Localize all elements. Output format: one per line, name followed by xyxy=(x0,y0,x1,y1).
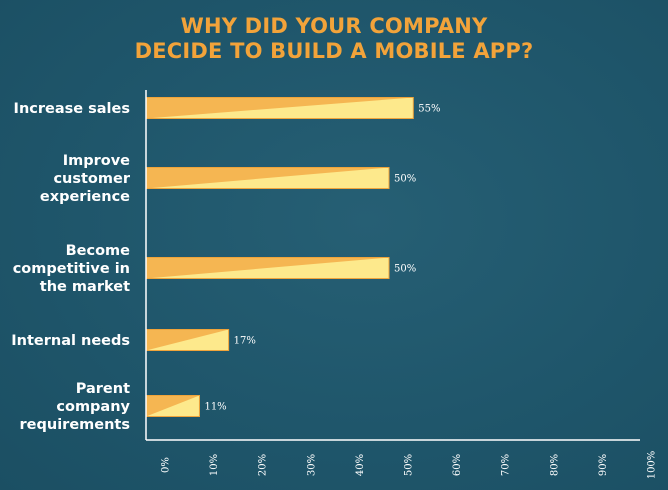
x-tick-label: 70% xyxy=(501,454,512,476)
category-label-line: Parent xyxy=(76,381,130,397)
x-tick-label: 50% xyxy=(404,454,415,476)
bar-shade xyxy=(146,329,229,351)
bar-shade xyxy=(146,395,200,417)
x-tick-label: 20% xyxy=(258,454,269,476)
category-label-line: Become xyxy=(66,243,131,259)
x-tick-label: 90% xyxy=(598,454,609,476)
category-label-line: Improve xyxy=(63,153,130,169)
category-label-line: Increase sales xyxy=(14,101,130,117)
bars-layer: 55% Increase sales 50% Improve customer exper… xyxy=(11,97,441,433)
x-tick-label: 100% xyxy=(647,451,658,480)
chart-title: WHY DID YOUR COMPANY DECIDE TO BUILD A M… xyxy=(0,14,668,64)
x-tick-label: 60% xyxy=(452,454,463,476)
x-tick-label: 10% xyxy=(209,454,220,476)
category-label-line: company xyxy=(56,399,130,415)
category-label: Parent company requirements xyxy=(20,381,131,433)
bar-value-label: 55% xyxy=(418,104,440,115)
category-label: Increase sales xyxy=(14,101,130,117)
bar-value-label: 11% xyxy=(204,402,226,413)
chart-title-line-1: WHY DID YOUR COMPANY xyxy=(180,14,488,38)
category-label: Become competitive in the market xyxy=(13,243,130,295)
category-label-line: Internal needs xyxy=(11,333,130,349)
x-tick-label: 40% xyxy=(355,454,366,476)
category-label-line: competitive in xyxy=(13,261,130,277)
x-tick-label: 80% xyxy=(549,454,560,476)
bar-shade xyxy=(146,167,389,189)
bar-value-label: 50% xyxy=(394,174,416,185)
bar-value-label: 17% xyxy=(234,336,256,347)
axis-layer: 0% 10% 20% 30% 40% 50% 60% 70% 80% 90% 100% xyxy=(145,90,658,480)
category-label: Improve customer experience xyxy=(40,153,131,205)
category-label-line: experience xyxy=(40,189,130,205)
chart-title-line-2: DECIDE TO BUILD A MOBILE APP? xyxy=(134,39,534,63)
category-label-line: the market xyxy=(40,279,130,295)
bar-value-label: 50% xyxy=(394,264,416,275)
bar-shade xyxy=(146,97,414,119)
category-label: Internal needs xyxy=(11,333,130,349)
x-tick-label: 30% xyxy=(306,454,317,476)
x-tick-label: 0% xyxy=(161,457,172,473)
category-label-line: customer xyxy=(53,171,130,187)
category-label-line: requirements xyxy=(20,417,130,433)
bar-shade xyxy=(146,257,389,279)
